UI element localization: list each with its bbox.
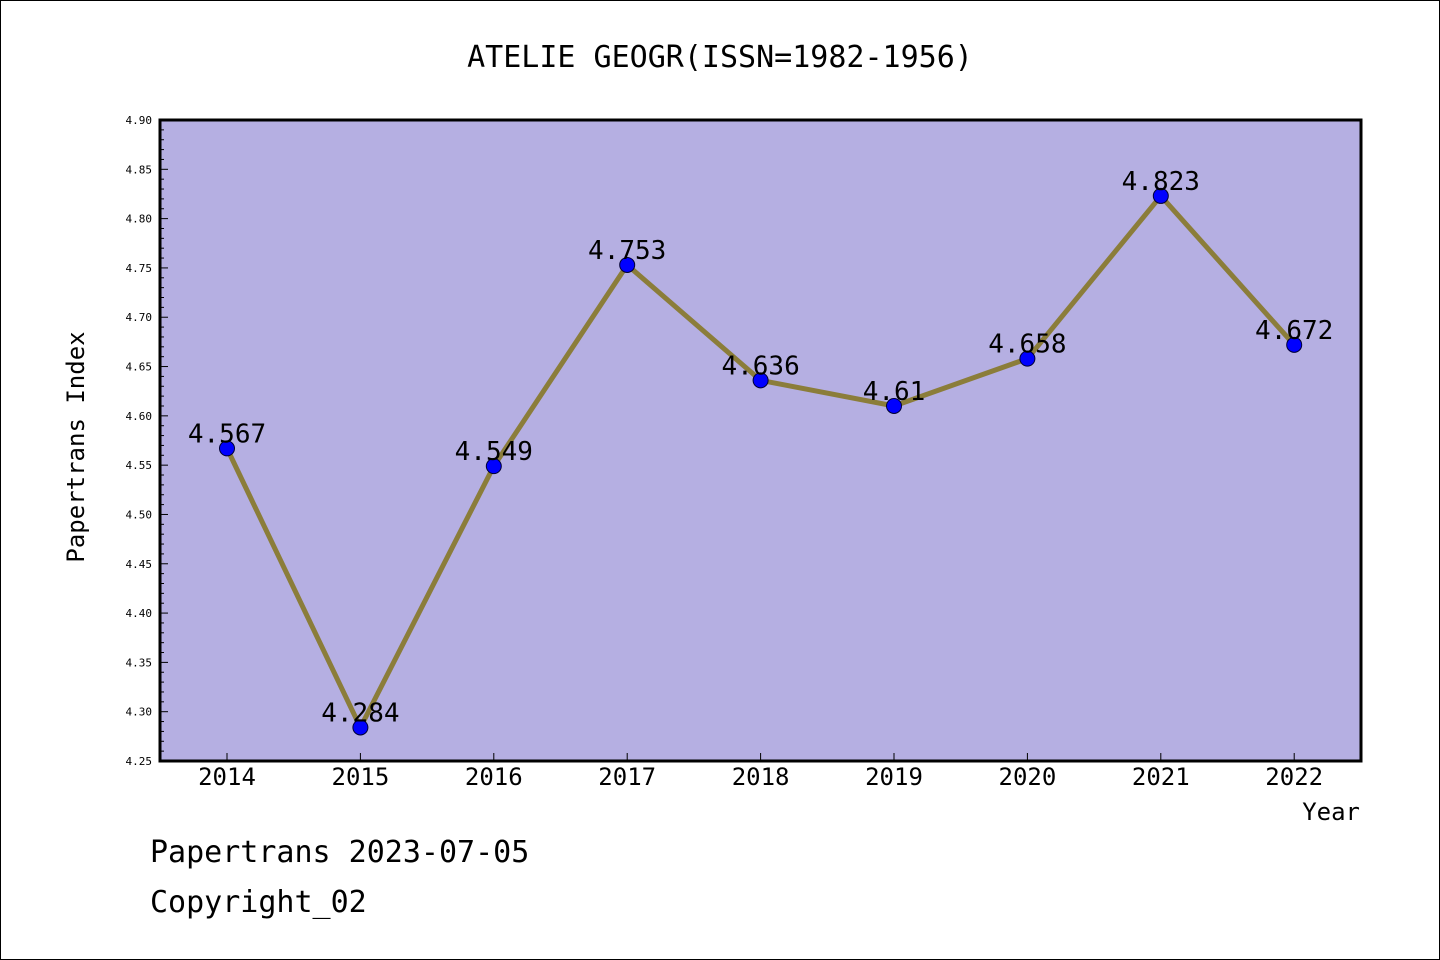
x-tick-label: 2017 bbox=[598, 763, 656, 791]
x-tick-label: 2021 bbox=[1132, 763, 1190, 791]
data-point-2018 bbox=[752, 372, 769, 389]
x-tick-label: 2019 bbox=[865, 763, 923, 791]
data-label-2020: 4.658 bbox=[988, 330, 1066, 360]
data-point-2015 bbox=[352, 719, 369, 736]
data-label-2018: 4.636 bbox=[721, 351, 799, 381]
data-point-2020 bbox=[1019, 350, 1036, 367]
data-point-2022 bbox=[1286, 336, 1303, 353]
y-tick-label: 4.40 bbox=[126, 607, 153, 620]
data-labels: 4.567 4.284 4.549 4.753 4.636 4.61 4.658 4.823 4… bbox=[188, 167, 1333, 729]
data-point-2014 bbox=[219, 440, 235, 457]
data-label-2022: 4.672 bbox=[1255, 316, 1333, 346]
data-point-2017 bbox=[619, 256, 636, 273]
x-axis-label: Year bbox=[1302, 798, 1360, 826]
y-tick-label: 4.85 bbox=[126, 163, 153, 176]
x-tick-label: 2022 bbox=[1265, 763, 1323, 791]
y-tick-label: 4.35 bbox=[126, 656, 153, 669]
x-axis: 2014 2015 2016 2017 2018 2019 2020 2021 2022 bbox=[198, 753, 1323, 791]
data-label-2016: 4.549 bbox=[455, 437, 533, 467]
series-markers bbox=[219, 187, 1303, 736]
y-axis-label: Papertrans Index bbox=[62, 331, 90, 562]
chart-title: ATELIE GEOGR(ISSN=1982-1956) bbox=[467, 40, 973, 75]
data-label-2014: 4.567 bbox=[188, 419, 266, 449]
y-tick-label: 4.50 bbox=[126, 508, 153, 521]
data-point-2021 bbox=[1152, 187, 1169, 204]
data-label-2021: 4.823 bbox=[1122, 167, 1200, 197]
plot-area bbox=[158, 118, 1363, 763]
data-point-2019 bbox=[886, 397, 902, 414]
x-tick-label: 2020 bbox=[999, 763, 1057, 791]
y-tick-label: 4.65 bbox=[126, 361, 153, 374]
y-tick-label: 4.60 bbox=[126, 410, 153, 423]
y-tick-label: 4.75 bbox=[126, 262, 153, 275]
y-tick-label: 4.45 bbox=[126, 558, 153, 571]
y-tick-label: 4.55 bbox=[126, 459, 153, 472]
y-tick-label: 4.25 bbox=[126, 755, 153, 768]
x-tick-label: 2018 bbox=[732, 763, 790, 791]
y-tick-label: 4.80 bbox=[126, 213, 153, 226]
data-label-2019: 4.61 bbox=[863, 377, 926, 407]
data-label-2017: 4.753 bbox=[588, 236, 666, 266]
x-tick-label: 2014 bbox=[198, 763, 256, 791]
data-point-2016 bbox=[485, 458, 502, 475]
y-axis: 4.25 4.30 4.35 4.40 4.45 4.50 4.55 4.60 4.65 4.70… bbox=[126, 114, 168, 768]
y-tick-label: 4.70 bbox=[126, 311, 153, 324]
x-tick-label: 2016 bbox=[465, 763, 523, 791]
footer-date: Papertrans 2023-07-05 bbox=[150, 835, 530, 870]
footer-copyright: Copyright_02 bbox=[150, 885, 367, 920]
y-tick-label: 4.30 bbox=[126, 706, 153, 719]
x-tick-label: 2015 bbox=[332, 763, 390, 791]
data-label-2015: 4.284 bbox=[321, 698, 399, 728]
y-tick-label: 4.90 bbox=[126, 114, 153, 127]
